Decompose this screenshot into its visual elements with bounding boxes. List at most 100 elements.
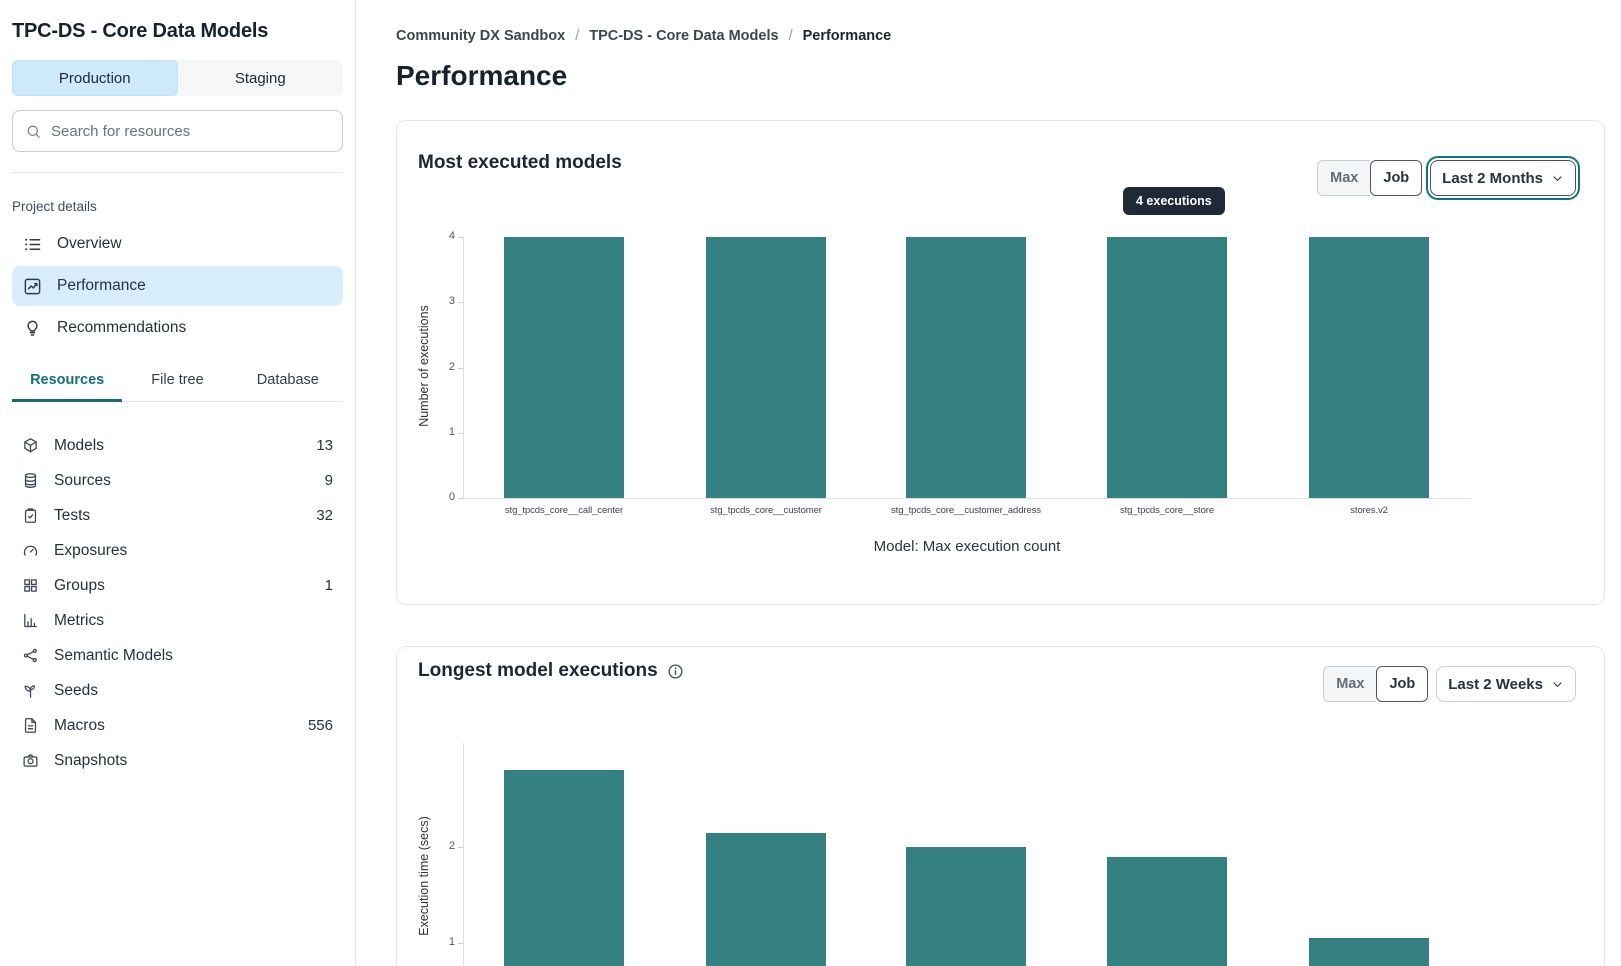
production-env-button[interactable]: Production xyxy=(12,60,178,96)
resource-list: Models 13 Sources 9 Tests 32 Exposures Groups 1 M… xyxy=(12,428,343,778)
database-icon xyxy=(22,472,39,489)
y-axis-tick xyxy=(458,302,463,304)
lightbulb-icon xyxy=(23,319,42,338)
bar-stg_tpcds_core__call_center[interactable] xyxy=(504,237,624,498)
resource-item-metrics[interactable]: Metrics xyxy=(12,603,343,638)
resource-item-groups[interactable]: Groups 1 xyxy=(12,568,343,603)
resource-search[interactable] xyxy=(12,110,343,152)
bar-series-5[interactable] xyxy=(1309,938,1429,966)
job-toggle-button[interactable]: Job xyxy=(1376,666,1429,702)
resource-count: 9 xyxy=(324,472,333,489)
breadcrumb-item[interactable]: Community DX Sandbox xyxy=(396,28,566,44)
resource-item-exposures[interactable]: Exposures xyxy=(12,533,343,568)
bar-series-1[interactable] xyxy=(504,770,624,966)
resource-item-tests[interactable]: Tests 32 xyxy=(12,498,343,533)
y-axis-tick-label: 2 xyxy=(448,840,455,852)
breadcrumb-item: Performance xyxy=(802,28,892,44)
resource-item-models[interactable]: Models 13 xyxy=(12,428,343,463)
y-axis-tick xyxy=(458,943,463,944)
resource-label: Seeds xyxy=(54,681,98,699)
resource-item-sources[interactable]: Sources 9 xyxy=(12,463,343,498)
time-range-value: Last 2 Weeks xyxy=(1448,675,1543,693)
x-axis-category-label: stg_tpcds_core__store xyxy=(1119,505,1214,516)
environment-toggle: Production Staging xyxy=(12,60,343,96)
y-axis-tick xyxy=(458,847,463,848)
y-axis-tick-label: 3 xyxy=(448,295,455,308)
job-toggle-button[interactable]: Job xyxy=(1370,160,1423,196)
page-title: Performance xyxy=(396,60,568,91)
resource-item-snapshots[interactable]: Snapshots xyxy=(12,743,343,778)
card-title: Most executed models xyxy=(418,152,622,173)
staging-env-button[interactable]: Staging xyxy=(178,60,344,96)
sidebar-item-performance[interactable]: Performance xyxy=(12,266,343,306)
breadcrumb-separator: / xyxy=(788,28,793,44)
max-toggle-button[interactable]: Max xyxy=(1317,160,1371,196)
time-range-dropdown[interactable]: Last 2 Weeks xyxy=(1436,666,1576,702)
search-icon xyxy=(27,125,40,138)
project-nav: Overview Performance Recommendations xyxy=(12,224,343,348)
x-axis-category-label: stg_tpcds_core__customer_address xyxy=(891,505,1041,516)
y-axis-tick-label: 4 xyxy=(448,230,455,242)
resource-label: Sources xyxy=(54,471,111,489)
resource-label: Groups xyxy=(54,576,105,594)
sidebar-item-label: Performance xyxy=(57,277,146,294)
resource-label: Macros xyxy=(54,716,105,734)
resource-label: Semantic Models xyxy=(54,646,173,664)
bar-series-2[interactable] xyxy=(706,832,826,966)
most-executed-models-card: Most executed models Max Job Last 2 Mont… xyxy=(396,120,1605,605)
search-input[interactable] xyxy=(51,122,330,140)
time-range-dropdown[interactable]: Last 2 Months xyxy=(1430,160,1576,196)
list-icon xyxy=(23,235,42,254)
chevron-down-icon xyxy=(1551,678,1564,691)
resource-count: 13 xyxy=(316,437,333,454)
breadcrumb: Community DX Sandbox / TPC-DS - Core Data … xyxy=(396,28,1605,44)
camera-icon xyxy=(22,752,39,769)
sidebar-tabs: Resources File tree Database xyxy=(12,372,343,402)
x-axis-category-label: stores.v2 xyxy=(1350,505,1388,516)
breadcrumb-separator: / xyxy=(575,28,580,44)
max-toggle-button[interactable]: Max xyxy=(1323,666,1377,702)
chart-controls: Max Job Last 2 Months xyxy=(1317,160,1576,196)
tab-file-tree[interactable]: File tree xyxy=(151,372,204,388)
resource-count: 32 xyxy=(316,507,333,524)
resource-label: Snapshots xyxy=(54,751,128,769)
y-axis-tick-label: 0 xyxy=(448,491,455,503)
tab-resources[interactable]: Resources xyxy=(12,372,123,402)
info-icon[interactable] xyxy=(667,663,684,680)
breadcrumb-item[interactable]: TPC-DS - Core Data Models xyxy=(589,28,779,44)
y-axis-tick xyxy=(458,367,463,369)
file-icon xyxy=(22,717,39,734)
bar-stg_tpcds_core__customer_address[interactable] xyxy=(906,237,1026,498)
y-axis-line xyxy=(463,743,464,966)
bar-series-3[interactable] xyxy=(906,847,1026,966)
sidebar-item-label: Overview xyxy=(57,235,122,252)
max-job-toggle: Max Job xyxy=(1323,666,1429,702)
bar-series-4[interactable] xyxy=(1107,856,1227,966)
sprout-icon xyxy=(22,682,39,699)
resource-item-seeds[interactable]: Seeds xyxy=(12,673,343,708)
sidebar-item-label: Recommendations xyxy=(57,319,187,336)
resource-item-macros[interactable]: Macros 556 xyxy=(12,708,343,743)
y-axis-tick xyxy=(458,432,463,434)
tab-database[interactable]: Database xyxy=(256,372,319,388)
x-axis-category-label: stg_tpcds_core__customer xyxy=(710,505,822,516)
bar-chart-icon xyxy=(22,612,39,629)
resource-item-semantic-models[interactable]: Semantic Models xyxy=(12,638,343,673)
chart-line-icon xyxy=(23,277,42,296)
y-axis-tick-label: 1 xyxy=(448,425,455,438)
sidebar-item-recommendations[interactable]: Recommendations xyxy=(12,308,343,348)
project-details-label: Project details xyxy=(12,199,97,214)
resource-label: Metrics xyxy=(54,611,104,629)
resource-label: Tests xyxy=(54,506,91,524)
max-job-toggle: Max Job xyxy=(1317,160,1423,196)
bar-stg_tpcds_core__store[interactable] xyxy=(1107,237,1227,498)
x-axis-category-label: stg_tpcds_core__call_center xyxy=(504,505,624,516)
sidebar: TPC-DS - Core Data Models Production Sta… xyxy=(0,0,356,966)
bar-stores.v2[interactable] xyxy=(1309,237,1429,498)
resource-count: 1 xyxy=(324,577,333,594)
resource-count: 556 xyxy=(307,717,333,734)
y-axis-line xyxy=(463,237,464,498)
gauge-icon xyxy=(22,542,39,559)
sidebar-item-overview[interactable]: Overview xyxy=(12,224,343,264)
bar-stg_tpcds_core__customer[interactable] xyxy=(706,237,826,498)
